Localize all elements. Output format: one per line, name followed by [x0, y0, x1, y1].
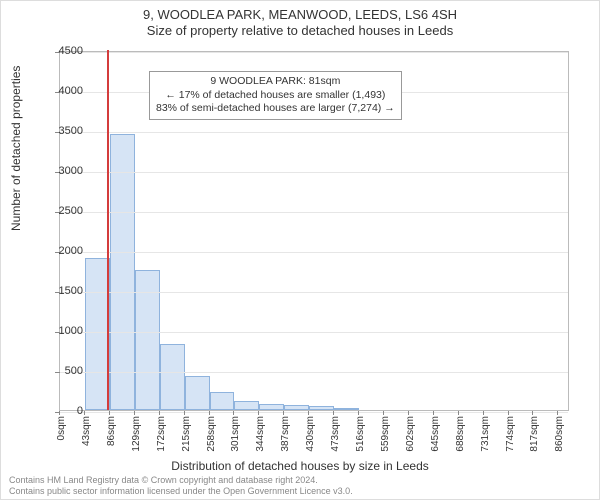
y-axis-label: Number of detached properties — [9, 66, 23, 231]
x-tick-label: 387sqm — [280, 416, 291, 452]
x-axis-label: Distribution of detached houses by size … — [1, 459, 599, 473]
x-tick-label: 43sqm — [81, 416, 92, 446]
histogram-bar — [210, 392, 235, 410]
histogram-bar — [110, 134, 135, 410]
x-tick-mark — [333, 411, 334, 415]
x-tick-mark — [283, 411, 284, 415]
histogram-bar — [160, 344, 185, 410]
y-tick-label: 0 — [43, 405, 83, 417]
x-tick-label: 0sqm — [56, 416, 67, 440]
annotation-box: 9 WOODLEA PARK: 81sqm← 17% of detached h… — [149, 71, 402, 120]
x-tick-mark — [233, 411, 234, 415]
x-tick-mark — [483, 411, 484, 415]
y-tick-label: 4500 — [43, 45, 83, 57]
x-tick-label: 473sqm — [330, 416, 341, 452]
x-tick-mark — [358, 411, 359, 415]
y-tick-label: 3000 — [43, 165, 83, 177]
histogram-bar — [135, 270, 160, 410]
x-tick-mark — [508, 411, 509, 415]
annotation-line: 9 WOODLEA PARK: 81sqm — [156, 75, 395, 89]
x-tick-mark — [383, 411, 384, 415]
gridline — [60, 372, 568, 373]
histogram-bar — [284, 405, 309, 410]
x-tick-mark — [109, 411, 110, 415]
x-tick-label: 86sqm — [106, 416, 117, 446]
x-tick-label: 602sqm — [405, 416, 416, 452]
x-tick-label: 774sqm — [505, 416, 516, 452]
footer-attribution: Contains HM Land Registry data © Crown c… — [9, 475, 353, 497]
x-tick-label: 731sqm — [480, 416, 491, 452]
x-tick-label: 516sqm — [355, 416, 366, 452]
gridline — [60, 212, 568, 213]
x-tick-label: 172sqm — [156, 416, 167, 452]
y-tick-label: 1500 — [43, 285, 83, 297]
x-tick-mark — [159, 411, 160, 415]
annotation-line: 83% of semi-detached houses are larger (… — [156, 102, 395, 116]
x-tick-mark — [557, 411, 558, 415]
gridline — [60, 332, 568, 333]
x-tick-label: 301sqm — [230, 416, 241, 452]
x-tick-label: 430sqm — [305, 416, 316, 452]
x-tick-label: 645sqm — [430, 416, 441, 452]
y-tick-label: 4000 — [43, 85, 83, 97]
x-tick-label: 129sqm — [131, 416, 142, 452]
gridline — [60, 292, 568, 293]
y-tick-label: 2500 — [43, 205, 83, 217]
footer-line-1: Contains HM Land Registry data © Crown c… — [9, 475, 353, 486]
chart-title: 9, WOODLEA PARK, MEANWOOD, LEEDS, LS6 4S… — [1, 7, 599, 22]
x-tick-label: 688sqm — [455, 416, 466, 452]
histogram-bar — [185, 376, 210, 410]
property-marker-line — [107, 50, 109, 410]
chart-subtitle: Size of property relative to detached ho… — [1, 23, 599, 38]
gridline — [60, 172, 568, 173]
y-tick-label: 3500 — [43, 125, 83, 137]
x-tick-mark — [84, 411, 85, 415]
gridline — [60, 132, 568, 133]
histogram-bar — [309, 406, 334, 410]
histogram-bar — [259, 404, 284, 410]
x-tick-mark — [134, 411, 135, 415]
chart-container: 9, WOODLEA PARK, MEANWOOD, LEEDS, LS6 4S… — [0, 0, 600, 500]
x-tick-label: 559sqm — [380, 416, 391, 452]
x-tick-mark — [458, 411, 459, 415]
gridline — [60, 252, 568, 253]
x-tick-label: 215sqm — [181, 416, 192, 452]
histogram-bar — [334, 408, 359, 410]
footer-line-2: Contains public sector information licen… — [9, 486, 353, 497]
x-tick-mark — [184, 411, 185, 415]
histogram-bar — [234, 401, 259, 410]
y-tick-label: 2000 — [43, 245, 83, 257]
gridline — [60, 412, 568, 413]
gridline — [60, 52, 568, 53]
x-tick-mark — [308, 411, 309, 415]
x-tick-mark — [258, 411, 259, 415]
y-tick-label: 500 — [43, 365, 83, 377]
x-tick-mark — [408, 411, 409, 415]
x-tick-label: 258sqm — [206, 416, 217, 452]
x-tick-label: 817sqm — [529, 416, 540, 452]
x-tick-label: 860sqm — [554, 416, 565, 452]
plot-area: 0sqm43sqm86sqm129sqm172sqm215sqm258sqm30… — [59, 51, 569, 411]
y-tick-label: 1000 — [43, 325, 83, 337]
x-tick-label: 344sqm — [255, 416, 266, 452]
annotation-line: ← 17% of detached houses are smaller (1,… — [156, 89, 395, 103]
x-tick-mark — [532, 411, 533, 415]
x-tick-mark — [209, 411, 210, 415]
x-tick-mark — [433, 411, 434, 415]
